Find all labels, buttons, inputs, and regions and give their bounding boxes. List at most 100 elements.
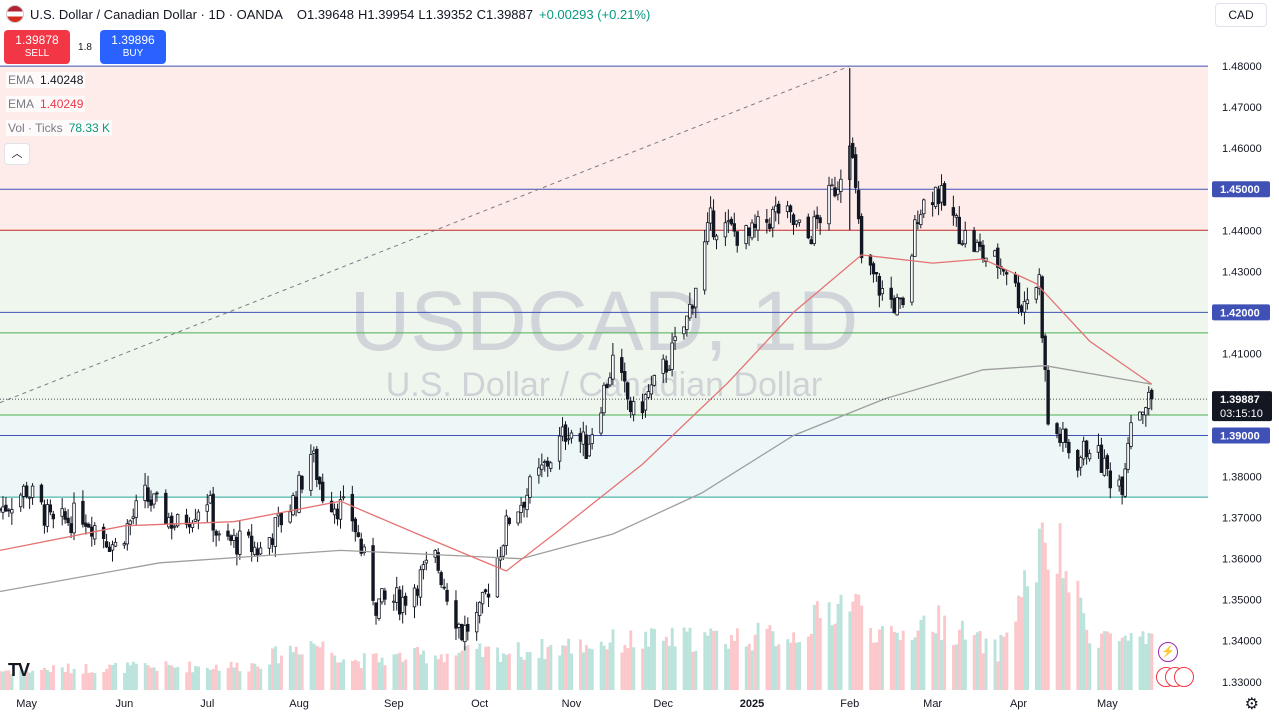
volume-bar xyxy=(300,654,304,690)
candle-body xyxy=(723,222,728,238)
volume-bar xyxy=(398,652,402,690)
volume-bar xyxy=(392,654,396,690)
candle-body xyxy=(963,230,967,245)
candle-body xyxy=(996,247,1000,268)
candle-body xyxy=(519,504,523,513)
candle-body xyxy=(631,401,636,416)
volume-bar xyxy=(579,639,582,690)
candle-body xyxy=(113,541,118,547)
level-price-label: 1.42000 xyxy=(1220,307,1260,319)
candle-body xyxy=(143,484,147,501)
close-label: C xyxy=(476,6,486,22)
candle-body xyxy=(104,541,109,548)
candle-body xyxy=(830,184,834,187)
volume-bar xyxy=(1014,621,1018,690)
volume-bar xyxy=(685,631,689,690)
candle-body xyxy=(981,244,985,259)
volume-bar xyxy=(46,669,49,690)
volume-bar xyxy=(1150,633,1154,690)
volume-bar xyxy=(214,664,218,690)
candle-body xyxy=(1058,433,1062,443)
volume-bar xyxy=(1076,580,1080,690)
x-tick-label: Oct xyxy=(471,698,488,710)
volume-bar xyxy=(362,653,366,690)
volume-bar xyxy=(673,646,677,690)
volume-bar xyxy=(173,667,177,690)
candle-body xyxy=(445,589,449,602)
volume-bar xyxy=(901,630,905,690)
candle-body xyxy=(403,595,408,606)
candle-body xyxy=(812,216,816,244)
y-tick-label: 1.44000 xyxy=(1222,225,1262,237)
volume-bar xyxy=(653,628,656,690)
chevron-up-icon[interactable]: ︿ xyxy=(4,143,30,165)
candle-body xyxy=(1016,282,1021,309)
candle-body xyxy=(649,384,654,395)
volume-bar xyxy=(404,659,408,690)
volume-bar xyxy=(1,671,5,690)
volume-bar xyxy=(546,646,550,690)
volume-bar xyxy=(892,631,896,690)
currency-button[interactable]: CAD xyxy=(1215,3,1267,27)
volume-bar xyxy=(661,640,665,690)
volume-bar xyxy=(188,661,192,690)
volume-bar xyxy=(143,663,147,690)
indicator-name: EMA xyxy=(8,97,35,111)
candle-body xyxy=(258,547,263,555)
volume-bar xyxy=(197,666,200,690)
volume-bar xyxy=(963,639,967,690)
volume-bar xyxy=(380,657,384,690)
volume-bar xyxy=(43,667,47,690)
volume-bar xyxy=(60,667,64,690)
volume-bar xyxy=(629,630,633,690)
volume-bar xyxy=(442,662,446,690)
candle-body xyxy=(892,298,896,313)
indicator-value: 78.33 K xyxy=(68,121,111,135)
gear-icon[interactable]: ⚙ xyxy=(1244,696,1259,713)
buy-button[interactable]: 1.39896 BUY xyxy=(100,30,166,64)
volume-bar xyxy=(238,671,242,690)
volume-bar xyxy=(830,625,834,690)
candle-body xyxy=(1004,272,1009,275)
indicator-ema-2[interactable]: EMA 1.40249 xyxy=(6,96,86,112)
candle-body xyxy=(1055,423,1059,435)
candle-body xyxy=(939,185,944,203)
volume-bar xyxy=(581,652,585,690)
volume-bar xyxy=(1005,632,1009,690)
indicator-volume[interactable]: Vol · Ticks 78.33 K xyxy=(6,120,113,136)
candle-body xyxy=(383,590,387,600)
volume-bar xyxy=(744,646,748,690)
volume-bar xyxy=(155,670,159,690)
lightning-icon[interactable]: ⚡ xyxy=(1158,642,1178,662)
change-value: +0.00293 (+0.21%) xyxy=(539,6,651,22)
volume-bar xyxy=(226,668,230,690)
indicator-ema-1[interactable]: EMA 1.40248 xyxy=(6,72,86,88)
candle-body xyxy=(859,215,864,259)
symbol-title[interactable]: U.S. Dollar / Canadian Dollar · 1D · OAN… xyxy=(30,6,283,22)
candle-body xyxy=(877,275,882,296)
volume-bar xyxy=(549,644,553,690)
candle-body xyxy=(628,400,633,413)
volume-bar xyxy=(271,648,274,690)
zone-resistance xyxy=(0,66,1208,231)
candle-body xyxy=(315,448,319,481)
volume-bar xyxy=(359,668,363,690)
volume-bar xyxy=(312,643,316,690)
volume-bar xyxy=(351,661,354,690)
event-flag-icon xyxy=(1174,667,1194,687)
candle-body xyxy=(1096,445,1101,453)
sell-button[interactable]: 1.39878 SELL xyxy=(4,30,70,64)
volume-bar xyxy=(419,654,423,690)
candle-body xyxy=(374,602,378,616)
volume-bar xyxy=(422,650,425,690)
volume-bar xyxy=(753,634,757,690)
volume-bar xyxy=(1017,595,1021,690)
volume-bar xyxy=(537,657,541,690)
buy-price: 1.39896 xyxy=(111,33,155,47)
volume-bar xyxy=(1061,578,1065,690)
volume-bar xyxy=(211,669,215,690)
volume-bar xyxy=(806,636,810,690)
events-icon[interactable] xyxy=(1156,667,1194,687)
volume-bar xyxy=(93,673,97,690)
